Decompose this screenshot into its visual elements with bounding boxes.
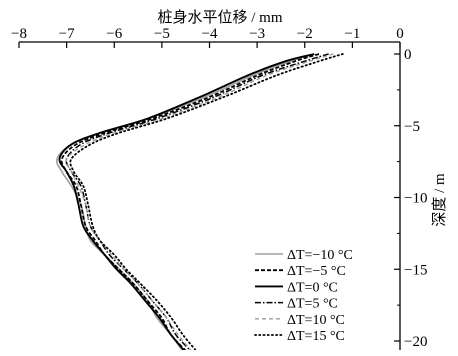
y-tick-label: −20 [404, 334, 427, 350]
y-axis-title: 深度 / m [431, 173, 448, 227]
series-line-2 [58, 53, 315, 350]
series-line-1 [60, 53, 320, 350]
y-tick-label: −10 [404, 191, 427, 207]
x-tick-label: 0 [396, 26, 404, 42]
legend-label: ΔT=10 °C [287, 313, 345, 328]
y-tick-labels: 0 −5 −10 −15 −20 [404, 47, 427, 350]
axes [18, 41, 401, 350]
x-tick-label: −2 [297, 26, 313, 42]
x-tick-label: −1 [344, 26, 360, 42]
x-tick-label: −4 [202, 26, 218, 42]
x-tick-label: −3 [249, 26, 265, 42]
legend-label: ΔT=5 °C [287, 297, 338, 312]
x-tick-labels: −8 −7 −6 −5 −4 −3 −2 −1 0 [11, 26, 404, 42]
y-tick-label: 0 [404, 47, 412, 63]
legend-background [251, 244, 393, 348]
legend-label: ΔT=15 °C [287, 329, 345, 344]
y-tick-label: −5 [404, 119, 420, 135]
y-tick-label: −15 [404, 262, 427, 278]
x-tick-label: −7 [59, 26, 75, 42]
x-tick-label: −5 [154, 26, 170, 42]
x-tick-label: −6 [106, 26, 122, 42]
series-layer [55, 53, 344, 350]
legend-label: ΔT=−5 °C [287, 264, 346, 279]
legend-label: ΔT=0 °C [287, 280, 338, 295]
series-line-4 [65, 53, 334, 350]
x-tick-label: −8 [11, 26, 27, 42]
legend: ΔT=−10 °CΔT=−5 °CΔT=0 °C ΔT=5 °CΔT=10 °CΔ… [251, 244, 393, 348]
legend-label: ΔT=−10 °C [287, 248, 353, 263]
x-axis-title: 桩身水平位移 / mm [157, 9, 282, 26]
series-line-5 [69, 53, 344, 350]
